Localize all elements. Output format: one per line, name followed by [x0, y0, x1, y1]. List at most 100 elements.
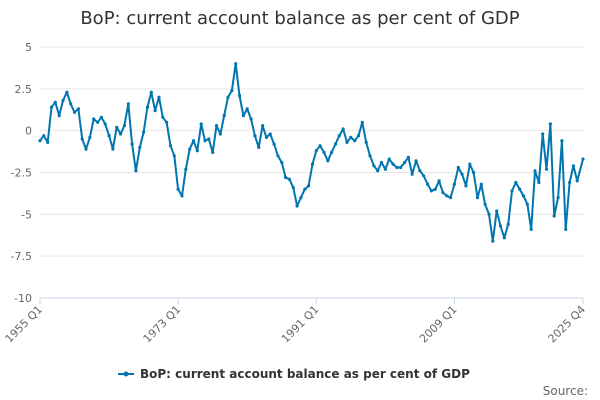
- data-point[interactable]: [475, 196, 480, 200]
- data-point[interactable]: [295, 204, 299, 208]
- data-point[interactable]: [568, 180, 572, 185]
- data-point[interactable]: [353, 139, 357, 143]
- data-point[interactable]: [272, 142, 276, 146]
- data-point[interactable]: [310, 162, 315, 166]
- data-point[interactable]: [337, 134, 341, 138]
- data-point[interactable]: [322, 150, 326, 154]
- data-point[interactable]: [165, 120, 169, 124]
- data-point[interactable]: [46, 140, 50, 144]
- data-point[interactable]: [199, 122, 203, 126]
- data-point[interactable]: [441, 191, 445, 195]
- data-point[interactable]: [284, 175, 288, 180]
- data-point[interactable]: [176, 187, 180, 191]
- data-point[interactable]: [330, 150, 334, 154]
- data-point[interactable]: [145, 105, 149, 109]
- data-point[interactable]: [460, 172, 464, 176]
- data-point[interactable]: [360, 120, 364, 124]
- data-point[interactable]: [161, 115, 165, 119]
- data-point[interactable]: [368, 154, 372, 158]
- data-point[interactable]: [560, 139, 564, 143]
- data-point[interactable]: [245, 107, 249, 111]
- data-point[interactable]: [92, 117, 96, 121]
- data-point[interactable]: [418, 169, 422, 173]
- data-point[interactable]: [521, 194, 526, 198]
- data-point[interactable]: [452, 182, 456, 186]
- data-point[interactable]: [472, 170, 476, 175]
- data-point[interactable]: [53, 100, 57, 104]
- data-point[interactable]: [69, 102, 73, 106]
- data-point[interactable]: [230, 88, 234, 93]
- data-point[interactable]: [303, 187, 307, 191]
- data-point[interactable]: [222, 114, 226, 118]
- data-point[interactable]: [49, 105, 54, 109]
- data-point[interactable]: [195, 149, 199, 153]
- data-point[interactable]: [314, 149, 318, 153]
- data-point[interactable]: [326, 159, 330, 163]
- data-point[interactable]: [72, 110, 77, 114]
- data-point[interactable]: [191, 139, 196, 143]
- data-point[interactable]: [157, 95, 161, 99]
- data-point[interactable]: [487, 212, 491, 216]
- data-point[interactable]: [168, 144, 173, 148]
- data-point[interactable]: [364, 140, 368, 144]
- data-point[interactable]: [502, 236, 506, 240]
- data-point[interactable]: [218, 132, 222, 136]
- data-point[interactable]: [383, 167, 387, 171]
- data-point[interactable]: [84, 147, 88, 151]
- data-point[interactable]: [287, 177, 291, 181]
- data-point[interactable]: [349, 135, 353, 139]
- data-point[interactable]: [134, 169, 138, 173]
- data-point[interactable]: [541, 132, 545, 136]
- data-point[interactable]: [38, 139, 42, 143]
- data-point[interactable]: [525, 202, 530, 206]
- data-point[interactable]: [426, 182, 430, 186]
- data-point[interactable]: [403, 160, 407, 165]
- data-point[interactable]: [464, 184, 468, 188]
- data-point[interactable]: [188, 147, 192, 151]
- data-point[interactable]: [234, 62, 238, 66]
- data-point[interactable]: [119, 132, 123, 136]
- data-point[interactable]: [211, 150, 215, 154]
- data-point[interactable]: [126, 102, 130, 106]
- data-point[interactable]: [571, 164, 576, 168]
- data-point[interactable]: [456, 165, 460, 170]
- data-point[interactable]: [449, 196, 453, 200]
- data-point[interactable]: [96, 120, 100, 124]
- data-point[interactable]: [122, 124, 126, 128]
- data-point[interactable]: [399, 165, 403, 170]
- data-point[interactable]: [115, 125, 119, 129]
- data-point[interactable]: [111, 147, 115, 151]
- data-point[interactable]: [264, 135, 268, 139]
- data-point[interactable]: [406, 155, 410, 159]
- data-point[interactable]: [88, 135, 92, 139]
- data-point[interactable]: [356, 134, 361, 138]
- data-point[interactable]: [57, 114, 61, 118]
- data-point[interactable]: [299, 196, 303, 200]
- data-point[interactable]: [241, 114, 245, 118]
- data-point[interactable]: [130, 142, 134, 146]
- data-point[interactable]: [257, 145, 261, 149]
- data-point[interactable]: [142, 130, 146, 134]
- data-point[interactable]: [537, 180, 541, 185]
- data-point[interactable]: [253, 134, 257, 138]
- data-point[interactable]: [410, 172, 414, 176]
- data-point[interactable]: [42, 134, 46, 138]
- data-point[interactable]: [345, 140, 349, 144]
- data-point[interactable]: [80, 137, 84, 141]
- data-point[interactable]: [61, 98, 65, 103]
- data-point[interactable]: [495, 209, 499, 213]
- data-point[interactable]: [307, 184, 311, 188]
- data-point[interactable]: [237, 93, 242, 98]
- data-point[interactable]: [149, 90, 153, 94]
- data-point[interactable]: [153, 109, 157, 113]
- data-point[interactable]: [103, 122, 107, 126]
- data-point[interactable]: [468, 162, 472, 166]
- data-point[interactable]: [506, 222, 510, 226]
- data-point[interactable]: [548, 122, 553, 126]
- data-point[interactable]: [391, 162, 395, 166]
- data-point[interactable]: [333, 142, 338, 146]
- data-point[interactable]: [510, 189, 514, 193]
- data-point[interactable]: [226, 95, 230, 99]
- data-point[interactable]: [395, 165, 399, 170]
- data-point[interactable]: [379, 160, 384, 165]
